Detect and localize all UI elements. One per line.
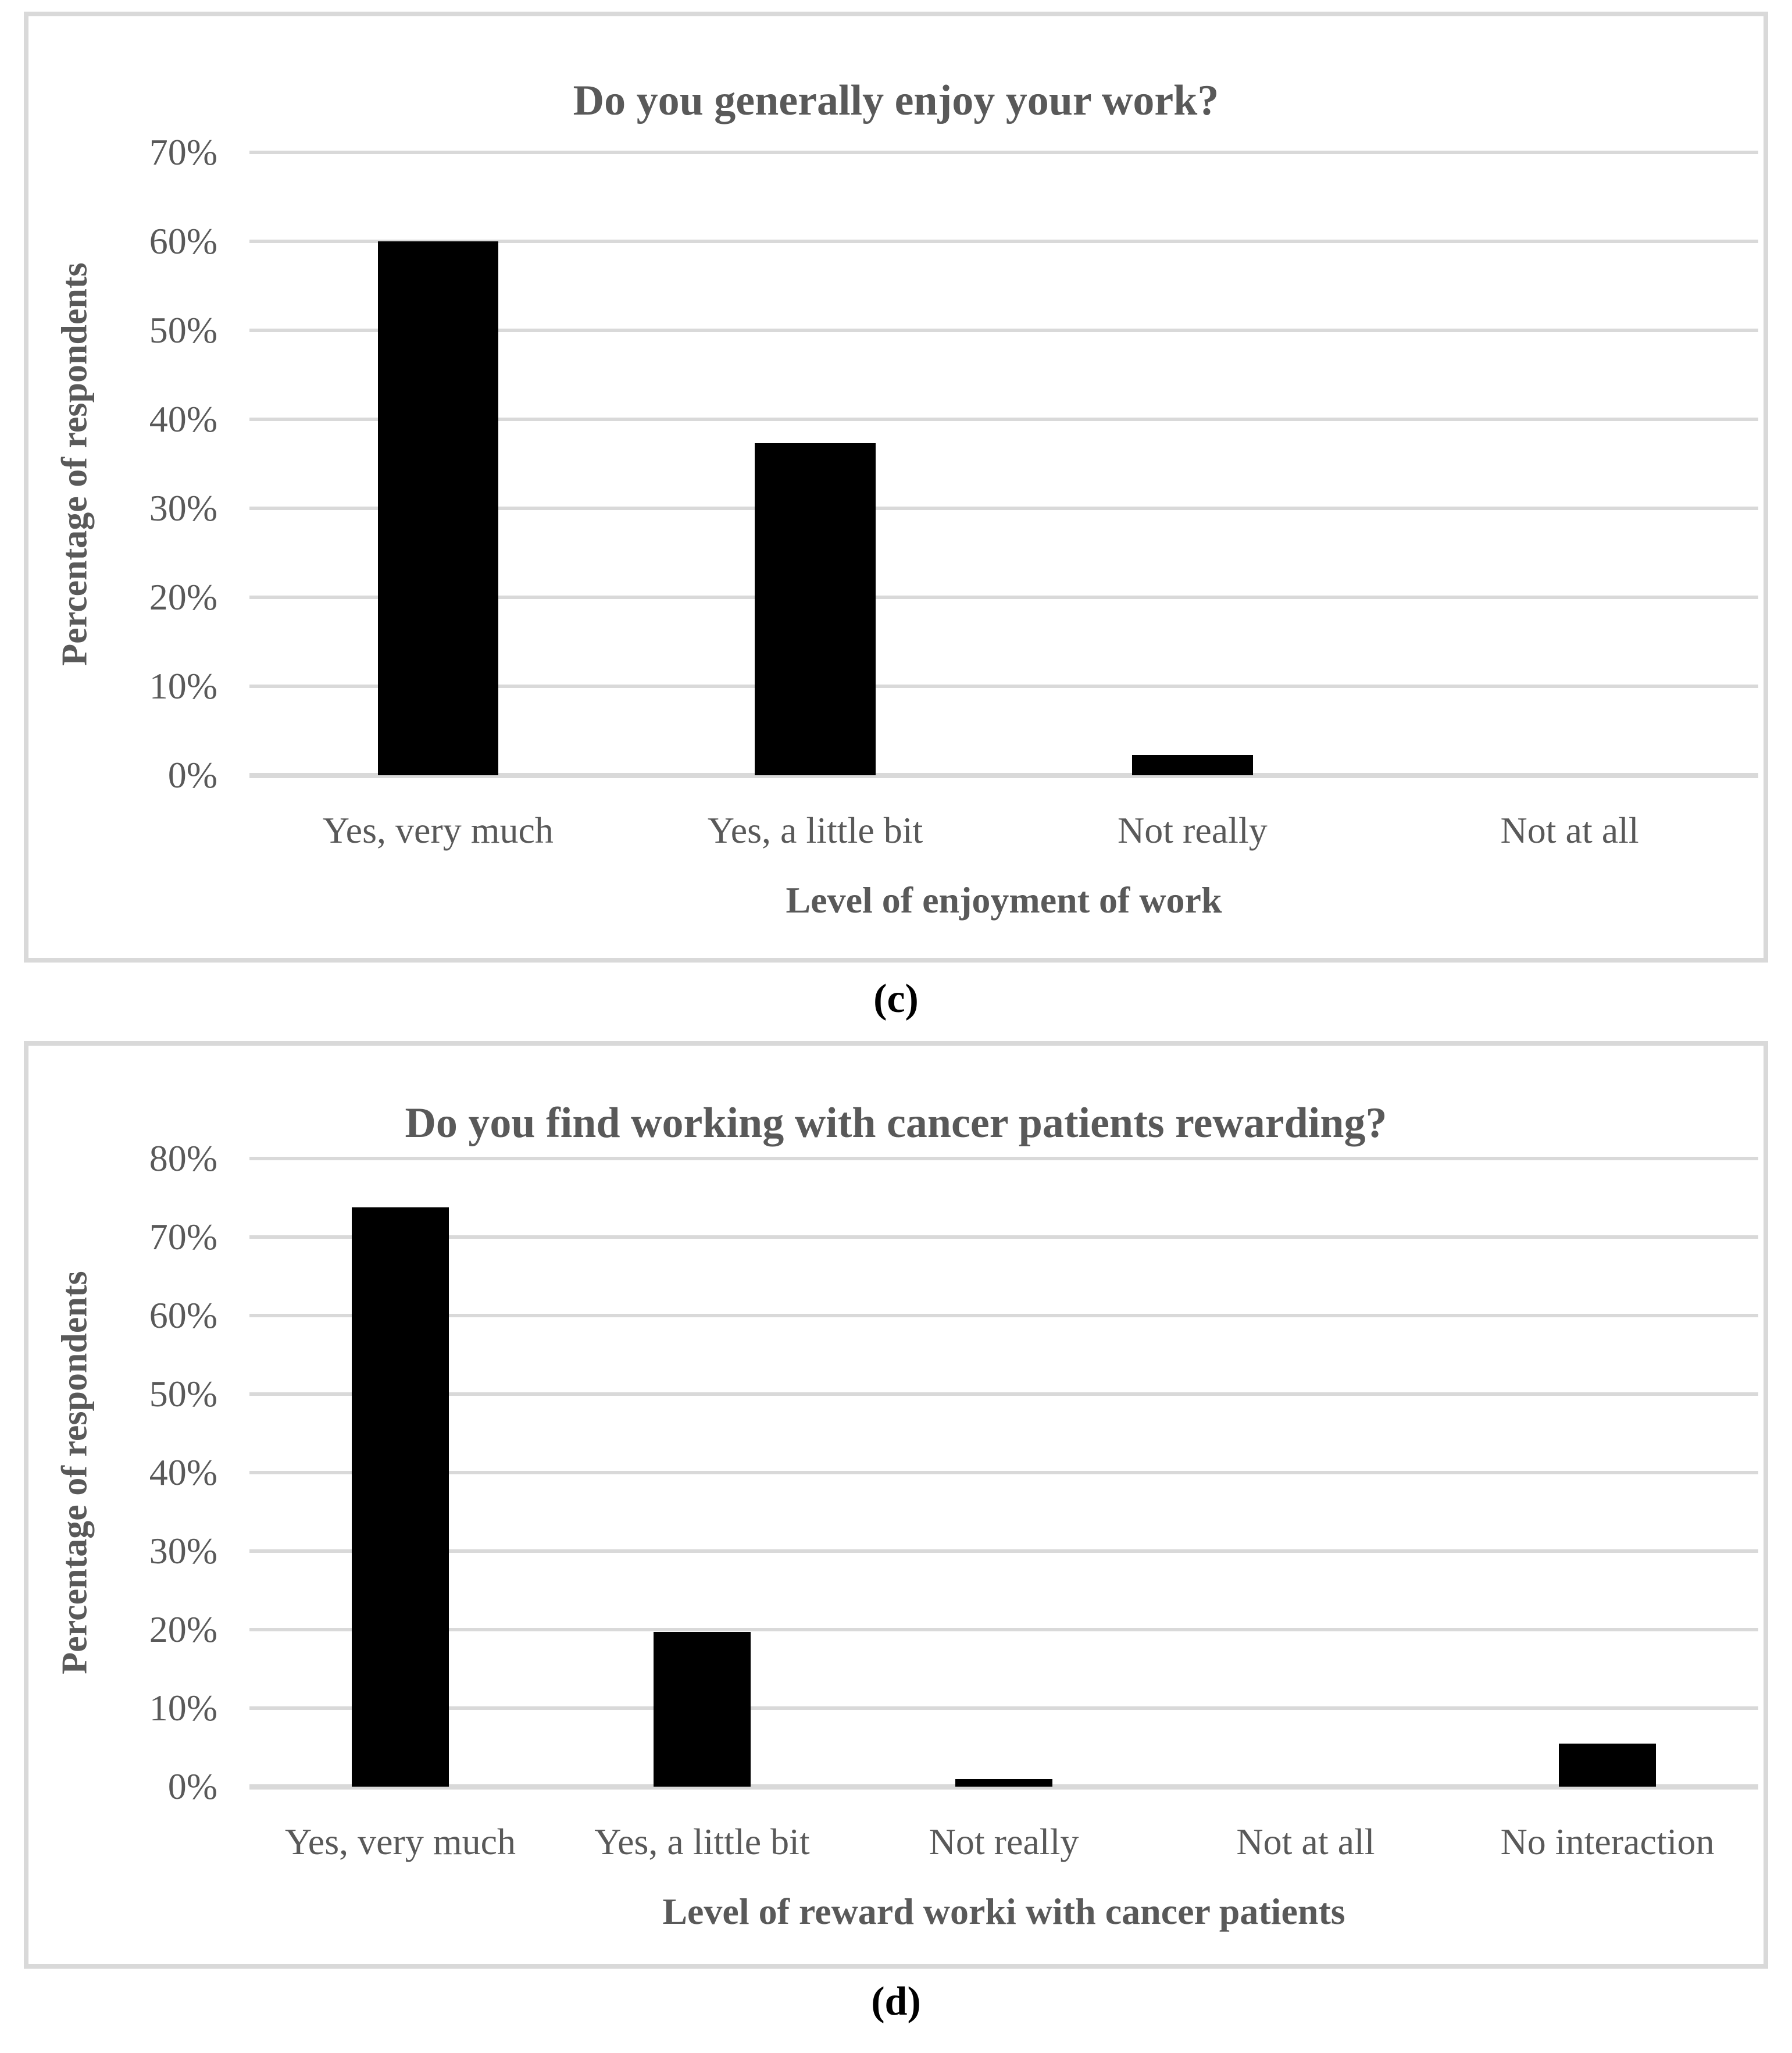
y-axis-title-c: Percentage of respondents — [55, 262, 95, 666]
chart-panel-c: Do you generally enjoy your work? Percen… — [24, 12, 1768, 963]
y-tick-label: 30% — [149, 1530, 217, 1571]
gridline — [249, 1628, 1758, 1631]
gridline — [249, 685, 1758, 688]
gridline — [249, 1549, 1758, 1553]
gridline — [249, 1314, 1758, 1317]
y-tick-label: 60% — [149, 220, 217, 262]
x-axis-line — [249, 773, 1758, 778]
gridline — [249, 596, 1758, 599]
y-tick-label: 30% — [149, 487, 217, 529]
x-category-label: Yes, a little bit — [594, 1821, 810, 1862]
gridline — [249, 1392, 1758, 1396]
gridline — [249, 1471, 1758, 1474]
x-category-label: Not at all — [1500, 810, 1639, 851]
y-tick-label: 0% — [167, 1766, 217, 1807]
y-tick-label: 20% — [149, 576, 217, 618]
y-tick-label: 70% — [149, 131, 217, 173]
y-tick-label: 10% — [149, 1687, 217, 1728]
gridline — [249, 507, 1758, 510]
y-tick-label: 20% — [149, 1609, 217, 1650]
gridline — [249, 1706, 1758, 1710]
x-category-label: Yes, very much — [322, 810, 554, 851]
x-category-label: Yes, a little bit — [707, 810, 923, 851]
figure-caption-c: (c) — [873, 976, 919, 1021]
x-category-label: Yes, very much — [284, 1821, 516, 1862]
x-category-labels: Yes, very much Yes, a little bit Not reall… — [249, 809, 1758, 852]
y-tick-label: 40% — [149, 1452, 217, 1493]
gridline — [249, 151, 1758, 154]
y-tick-label: 70% — [149, 1216, 217, 1257]
y-tick-label: 10% — [149, 665, 217, 707]
figure-caption-d: (d) — [871, 1979, 921, 2024]
bar — [654, 1632, 751, 1787]
bar — [755, 443, 876, 775]
y-tick-label: 60% — [149, 1295, 217, 1336]
y-tick-label: 50% — [149, 309, 217, 351]
y-tick-label: 40% — [149, 398, 217, 440]
x-category-label: Not at all — [1236, 1821, 1375, 1862]
gridline — [249, 1157, 1758, 1160]
chart-title-c: Do you generally enjoy your work? — [573, 77, 1219, 125]
plot-area-d: Percentage of respondents Level of rewar… — [55, 1138, 1758, 1932]
x-axis-line — [249, 1784, 1758, 1790]
x-category-label: Not really — [1118, 810, 1268, 851]
gridline — [249, 1235, 1758, 1239]
y-tick-label: 50% — [149, 1373, 217, 1414]
bar — [1132, 754, 1253, 775]
gridline — [249, 418, 1758, 421]
y-axis-title-d: Percentage of respondents — [55, 1271, 95, 1674]
y-tick-label: 0% — [167, 754, 217, 796]
x-axis-title-c: Level of enjoyment of work — [786, 879, 1222, 921]
plot-area-c: Percentage of respondents Level of enjoy… — [55, 131, 1758, 921]
gridline — [249, 329, 1758, 332]
chart-panel-d: Do you find working with cancer patients… — [24, 1041, 1768, 1969]
x-axis-title-d: Level of reward worki with cancer patien… — [662, 1891, 1345, 1932]
x-category-labels: Yes, very much Yes, a little bit Not reall… — [249, 1820, 1758, 1863]
bar — [352, 1207, 449, 1787]
x-category-label: Not really — [929, 1821, 1079, 1862]
bar — [955, 1778, 1052, 1787]
x-category-label: No interaction — [1500, 1821, 1715, 1862]
gridline — [249, 240, 1758, 243]
y-tick-label: 80% — [149, 1138, 217, 1179]
bar — [377, 241, 499, 775]
bar — [1559, 1743, 1656, 1787]
chart-title-d: Do you find working with cancer patients… — [405, 1099, 1387, 1147]
